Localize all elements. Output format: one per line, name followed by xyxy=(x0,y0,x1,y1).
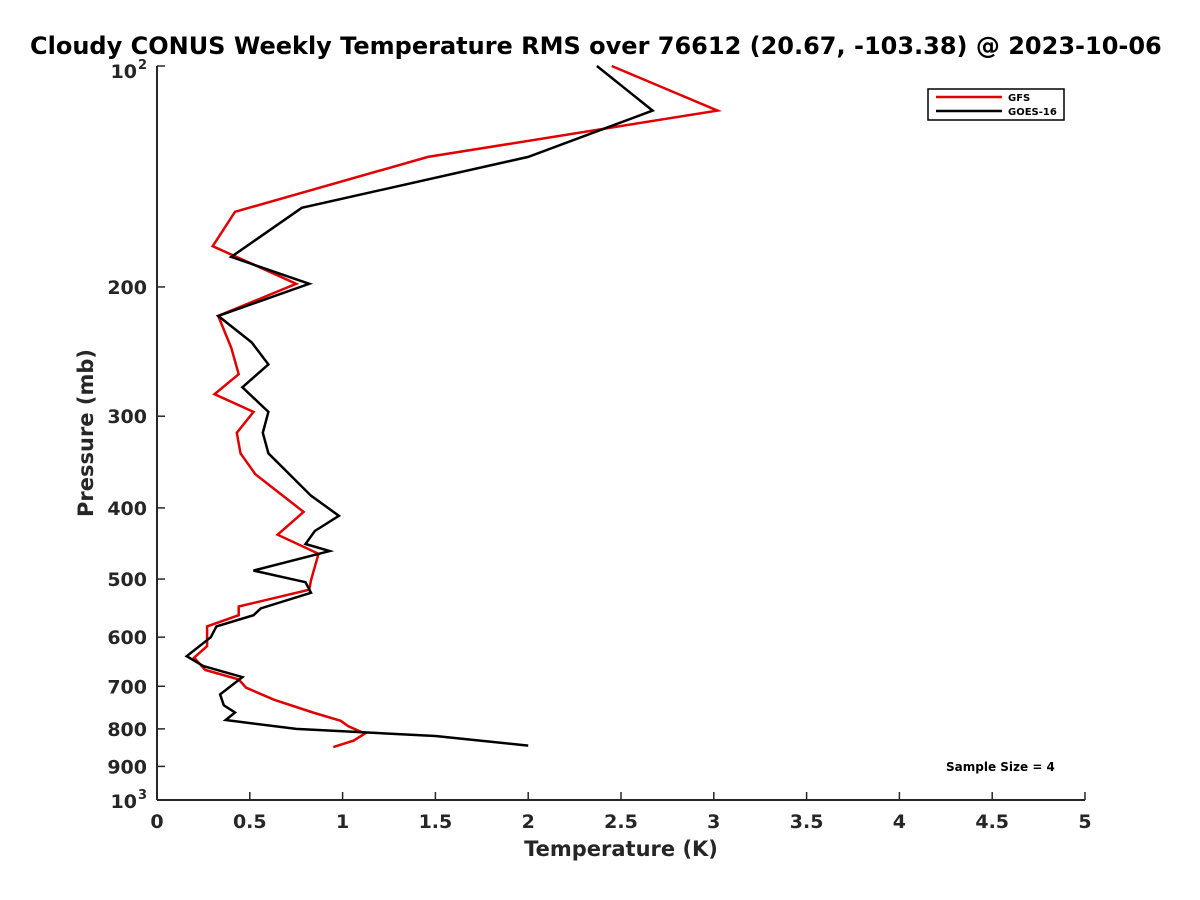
y-tick-label: 800 xyxy=(107,719,147,741)
y-tick-label: 300 xyxy=(107,406,147,428)
y-axis-label: Pressure (mb) xyxy=(74,349,98,517)
x-tick-label: 3 xyxy=(707,811,720,833)
legend: GFS GOES-16 xyxy=(927,88,1065,121)
y-tick-label: 10 xyxy=(111,61,137,83)
y-tick-label: 600 xyxy=(107,627,147,649)
y-tick-exponent: 2 xyxy=(138,58,147,73)
x-tick-label: 0 xyxy=(150,811,163,833)
x-tick-label: 3.5 xyxy=(790,811,824,833)
legend-goes16-label: GOES-16 xyxy=(1008,107,1057,118)
y-tick-label: 400 xyxy=(107,498,147,520)
series-line-goes-16 xyxy=(184,65,656,747)
y-tick-label: 500 xyxy=(107,569,147,591)
x-tick-label: 1.5 xyxy=(419,811,453,833)
x-tick-label: 4 xyxy=(893,811,906,833)
x-tick-label: 2.5 xyxy=(604,811,638,833)
x-tick-label: 4.5 xyxy=(975,811,1009,833)
x-axis-label: Temperature (K) xyxy=(524,837,718,861)
legend-box xyxy=(927,88,1065,121)
series-group xyxy=(184,64,723,749)
y-tick-label: 900 xyxy=(107,756,147,778)
legend-gfs-label: GFS xyxy=(1008,93,1030,104)
chart-title: Cloudy CONUS Weekly Temperature RMS over… xyxy=(30,32,1162,60)
y-tick-label: 10 xyxy=(111,791,137,813)
x-tick-label: 5 xyxy=(1078,811,1091,833)
x-tick-label: 1 xyxy=(336,811,349,833)
y-tick-label: 700 xyxy=(107,676,147,698)
x-tick-label: 2 xyxy=(522,811,535,833)
sample-size-annotation: Sample Size = 4 xyxy=(946,760,1055,774)
y-tick-exponent: 3 xyxy=(138,788,147,803)
y-tick-label: 200 xyxy=(107,277,147,299)
x-tick-label: 0.5 xyxy=(233,811,267,833)
x-axis-ticks: 0 0.5 1 1.5 2 2.5 3 3.5 4 4.5 5 xyxy=(150,792,1092,833)
